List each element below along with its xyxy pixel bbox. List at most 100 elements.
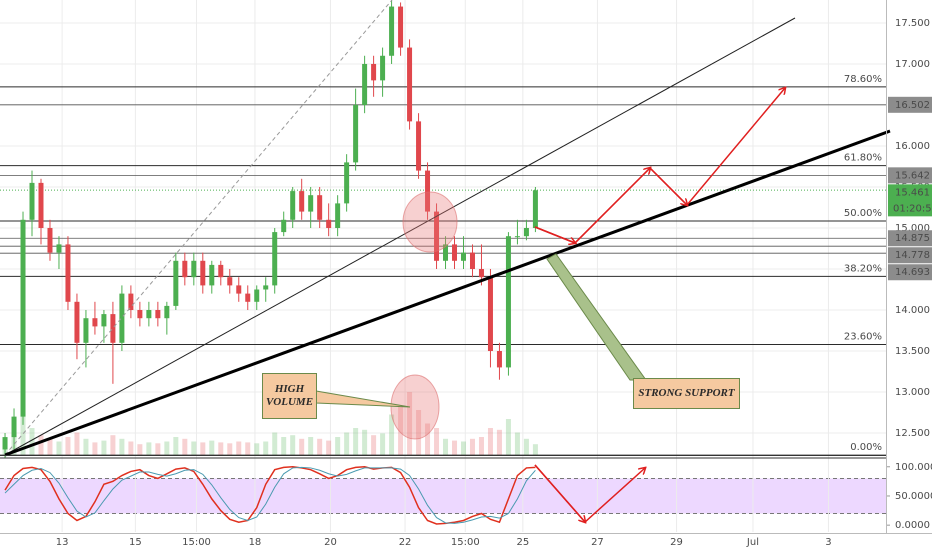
volume-bar <box>290 435 296 455</box>
y-tick-label: 17.000 <box>895 59 930 70</box>
price-label: 15.642 <box>895 170 930 181</box>
candle-body <box>11 416 17 438</box>
volume-bar <box>38 435 44 455</box>
volume-bar <box>505 419 511 455</box>
volume-bar <box>523 438 529 455</box>
price-label: 14.875 <box>895 233 930 244</box>
highlight-ellipse <box>402 191 458 253</box>
candle-body <box>209 264 215 286</box>
volume-bar <box>443 438 449 455</box>
drawings <box>0 0 932 534</box>
volume-bar <box>119 438 125 455</box>
candle-body <box>380 55 386 81</box>
volume-bar <box>389 414 395 455</box>
price-label: 14.693 <box>895 267 930 278</box>
projection-arrow <box>574 168 650 244</box>
y-tick-label: 50.0000 <box>895 491 932 502</box>
candle-body <box>2 437 8 450</box>
volume-bar <box>200 442 206 455</box>
candle-body <box>398 6 404 48</box>
x-tick-label: 13 <box>56 537 69 548</box>
candle-body <box>38 182 44 228</box>
volume-bar <box>236 441 242 455</box>
candle-body <box>146 310 152 319</box>
volume-bar <box>514 432 520 455</box>
candle-body <box>191 260 197 278</box>
volume-bar <box>110 435 116 455</box>
trend-line-thick <box>4 129 891 457</box>
volume-bar <box>254 443 260 455</box>
candle-body <box>353 104 359 163</box>
fib-label: 50.00% <box>844 208 882 219</box>
indicator-band <box>0 478 886 514</box>
candle-body <box>200 260 206 286</box>
candle-body <box>469 252 475 269</box>
price-label: 14.778 <box>895 250 930 261</box>
volume-bar <box>56 441 62 455</box>
y-tick-label: 13.000 <box>895 387 930 398</box>
price-label: 16.502 <box>895 100 930 111</box>
candle-body <box>110 314 116 343</box>
candle-body <box>245 293 251 302</box>
fib-label: 0.00% <box>850 442 882 453</box>
volume-bar <box>398 405 404 455</box>
candle-body <box>83 318 89 343</box>
candle-body <box>362 63 368 105</box>
volume-bar <box>263 441 269 455</box>
volume-bar <box>209 440 215 455</box>
price-label: 15.461 <box>895 187 930 198</box>
candle-body <box>389 6 395 56</box>
candle-body <box>137 310 143 319</box>
volume-bar <box>92 442 98 455</box>
y-tick-label: 16.000 <box>895 141 930 152</box>
volume-bar <box>299 438 305 455</box>
candle-body <box>218 264 224 278</box>
volume-bar <box>326 440 332 455</box>
volume-bar <box>155 443 161 455</box>
candle-body <box>65 244 71 302</box>
y-tick-label: 15.000 <box>895 223 930 234</box>
candle-body <box>56 244 62 253</box>
candle-body <box>299 191 305 212</box>
volume-bar <box>532 444 538 455</box>
x-tick-label: 3 <box>825 537 831 548</box>
price-label-box <box>888 96 932 113</box>
volume-bar <box>164 441 170 455</box>
candle-body <box>263 285 269 290</box>
annotation-high-volume: HIGH VOLUME <box>262 373 317 419</box>
volume-bar <box>65 437 71 455</box>
price-label-box <box>888 184 932 217</box>
price-label-box <box>888 230 932 247</box>
volume-bar <box>362 429 368 455</box>
x-tick-label: 27 <box>591 537 604 548</box>
candle-body <box>416 121 422 171</box>
volume-bar <box>272 432 278 455</box>
candle-body <box>523 227 529 237</box>
y-tick-label: 17.500 <box>895 18 930 29</box>
volume-bar <box>227 443 233 455</box>
volume-bar <box>245 442 251 455</box>
candle-body <box>272 232 278 286</box>
candle-body <box>92 318 98 327</box>
candle-body <box>514 236 520 238</box>
countdown-label: 01:20:53 <box>893 203 932 214</box>
fib-label: 38.20% <box>844 263 882 274</box>
candle-body <box>532 190 538 228</box>
fib-label: 78.60% <box>844 74 882 85</box>
volume-bar <box>353 428 359 455</box>
volume-bar <box>308 437 314 455</box>
indicator-arrow <box>534 464 585 522</box>
volume-bar <box>335 437 341 455</box>
candle-body <box>505 236 511 368</box>
trend-line-dashed <box>4 0 393 456</box>
candle-body <box>407 47 413 122</box>
y-tick-label: 12.500 <box>895 428 930 439</box>
volume-bar <box>146 442 152 455</box>
y-tick-label: 13.500 <box>895 346 930 357</box>
candle-body <box>326 219 332 228</box>
candle-body <box>128 293 134 311</box>
price-label-box <box>888 167 932 184</box>
volume-bar <box>137 444 143 455</box>
projection-arrow <box>649 167 687 205</box>
